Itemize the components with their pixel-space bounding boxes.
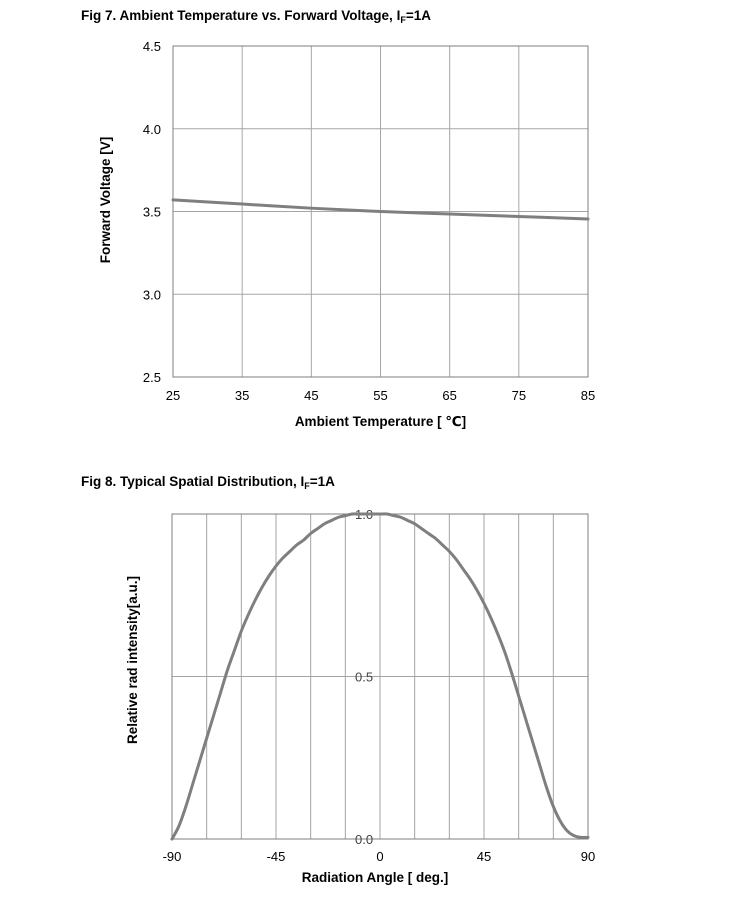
fig8-title-main: Fig 8. Typical Spatial Distribution, I — [81, 474, 304, 489]
fig7-y-tick-label: 2.5 — [143, 370, 161, 385]
fig7-x-tick-label: 35 — [235, 388, 249, 403]
fig8-x-tick-label: -90 — [163, 849, 182, 864]
fig7-y-axis-label: Forward Voltage [V] — [98, 137, 113, 264]
fig8-y-axis-label: Relative rad intensity[a.u.] — [125, 576, 140, 744]
fig7-y-tick-label: 3.0 — [143, 287, 161, 302]
fig8-title-tail: =1A — [310, 474, 335, 489]
fig7-x-tick-label: 85 — [581, 388, 595, 403]
fig7-y-tick-label: 3.5 — [143, 205, 161, 220]
fig7-y-tick-label: 4.5 — [143, 39, 161, 54]
fig8-title-subscript: F — [304, 481, 310, 491]
fig8-chart: Fig 8. Typical Spatial Distribution, IF=… — [81, 474, 595, 885]
fig7-x-tick-label: 75 — [512, 388, 526, 403]
fig7-title: Fig 7. Ambient Temperature vs. Forward V… — [81, 8, 431, 25]
fig7-x-tick-label: 45 — [304, 388, 318, 403]
fig8-tick-labels: -90 -45 0 45 900.00.51.0 — [163, 507, 596, 864]
fig8-x-tick-label: 90 — [581, 849, 595, 864]
fig7-series-line — [171, 198, 590, 221]
fig7-x-tick-label: 25 — [166, 388, 180, 403]
fig8-x-tick-label: -45 — [267, 849, 286, 864]
fig7-x-axis-label: Ambient Temperature [ ℃] — [295, 414, 466, 429]
fig7-y-tick-label: 4.0 — [143, 122, 161, 137]
fig8-y-tick-label: 0.0 — [355, 832, 373, 847]
fig8-x-tick-label: 45 — [477, 849, 491, 864]
fig7-chart: Fig 7. Ambient Temperature vs. Forward V… — [81, 8, 595, 429]
fig7-title-tail: =1A — [406, 8, 431, 23]
fig8-x-tick-label: 0 — [376, 849, 383, 864]
fig7-x-tick-label: 65 — [442, 388, 456, 403]
fig8-gridlines — [171, 513, 589, 840]
fig7-title-main: Fig 7. Ambient Temperature vs. Forward V… — [81, 8, 400, 23]
fig7-series — [171, 198, 590, 221]
fig8-x-axis-label: Radiation Angle [ deg.] — [302, 870, 449, 885]
fig7-plot-frame — [172, 45, 589, 378]
fig7-x-tick-label: 55 — [373, 388, 387, 403]
fig7-title-subscript: F — [400, 15, 406, 25]
fig7-tick-labels: 25 35 45 55 65 75 85 2.5 3.0 3.5 4.0 4.5 — [143, 39, 595, 403]
fig8-y-tick-label: 0.5 — [355, 670, 373, 685]
fig8-title: Fig 8. Typical Spatial Distribution, IF=… — [81, 474, 335, 491]
fig8-series — [170, 512, 590, 841]
fig8-series-line — [170, 512, 590, 841]
